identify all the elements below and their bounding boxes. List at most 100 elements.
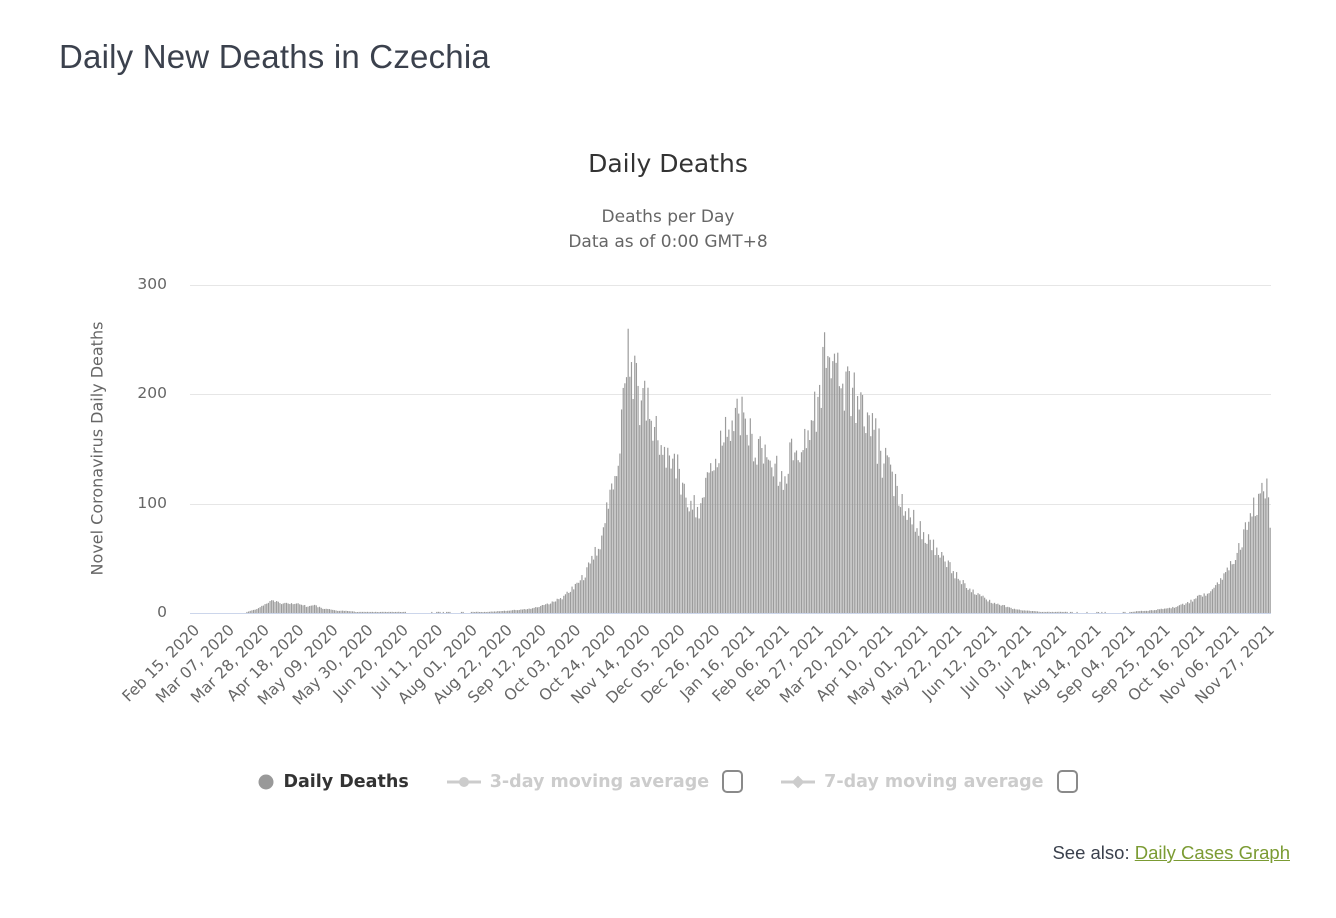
bar[interactable] bbox=[1162, 609, 1164, 613]
bar[interactable] bbox=[878, 428, 880, 613]
bar[interactable] bbox=[277, 601, 279, 613]
bar[interactable] bbox=[294, 603, 296, 613]
bar[interactable] bbox=[1045, 611, 1047, 613]
bar[interactable] bbox=[335, 610, 337, 613]
bar[interactable] bbox=[949, 562, 951, 613]
bar[interactable] bbox=[561, 599, 563, 613]
bar[interactable] bbox=[484, 611, 486, 613]
bar[interactable] bbox=[957, 578, 959, 613]
bar[interactable] bbox=[748, 445, 750, 613]
bar[interactable] bbox=[807, 430, 809, 613]
bar[interactable] bbox=[606, 502, 608, 613]
bar[interactable] bbox=[746, 434, 748, 613]
bar[interactable] bbox=[272, 600, 274, 613]
bar[interactable] bbox=[498, 611, 501, 613]
bar[interactable] bbox=[254, 609, 256, 613]
bar[interactable] bbox=[480, 611, 482, 613]
bar[interactable] bbox=[1134, 611, 1136, 613]
bar[interactable] bbox=[673, 453, 675, 613]
bar[interactable] bbox=[1172, 606, 1174, 613]
legend-checkbox[interactable] bbox=[1056, 770, 1078, 793]
bar[interactable] bbox=[350, 611, 352, 613]
bar[interactable] bbox=[269, 601, 271, 613]
bar[interactable] bbox=[538, 607, 540, 613]
bar[interactable] bbox=[323, 608, 326, 613]
bar[interactable] bbox=[720, 430, 722, 613]
bar[interactable] bbox=[658, 454, 661, 613]
bar[interactable] bbox=[733, 431, 735, 613]
bar[interactable] bbox=[558, 599, 560, 613]
bar[interactable] bbox=[880, 450, 882, 613]
bar[interactable] bbox=[644, 380, 646, 613]
bar[interactable] bbox=[1144, 610, 1146, 613]
bar[interactable] bbox=[1069, 611, 1072, 613]
bar[interactable] bbox=[901, 494, 903, 613]
bar[interactable] bbox=[838, 386, 841, 613]
bar[interactable] bbox=[772, 476, 775, 613]
bar[interactable] bbox=[871, 413, 874, 613]
bar[interactable] bbox=[355, 612, 357, 613]
bar[interactable] bbox=[1157, 609, 1159, 613]
bar[interactable] bbox=[383, 611, 385, 613]
bar[interactable] bbox=[863, 426, 865, 613]
bar[interactable] bbox=[1200, 595, 1202, 613]
bar[interactable] bbox=[1041, 611, 1044, 613]
bar[interactable] bbox=[723, 442, 725, 613]
bar[interactable] bbox=[716, 467, 718, 613]
bar[interactable] bbox=[333, 610, 335, 613]
bar[interactable] bbox=[345, 610, 347, 613]
bar[interactable] bbox=[597, 548, 600, 613]
bar[interactable] bbox=[1139, 611, 1141, 613]
bar[interactable] bbox=[852, 387, 854, 613]
bar[interactable] bbox=[703, 497, 705, 613]
bar[interactable] bbox=[513, 609, 515, 613]
bar[interactable] bbox=[718, 463, 720, 613]
bar[interactable] bbox=[979, 594, 981, 613]
bar[interactable] bbox=[462, 611, 464, 613]
bar[interactable] bbox=[896, 485, 898, 613]
bar[interactable] bbox=[967, 589, 969, 613]
bar[interactable] bbox=[761, 448, 763, 613]
bar[interactable] bbox=[998, 604, 1001, 613]
bar[interactable] bbox=[1246, 529, 1248, 613]
bar[interactable] bbox=[437, 611, 439, 613]
bar[interactable] bbox=[766, 457, 768, 613]
bar[interactable] bbox=[802, 450, 804, 613]
bar[interactable] bbox=[960, 584, 963, 613]
bar[interactable] bbox=[574, 583, 576, 613]
bar[interactable] bbox=[535, 607, 537, 613]
bar[interactable] bbox=[675, 478, 677, 613]
bar[interactable] bbox=[276, 601, 278, 613]
bar[interactable] bbox=[739, 435, 741, 613]
bar[interactable] bbox=[876, 463, 878, 613]
bar[interactable] bbox=[384, 611, 387, 613]
bar[interactable] bbox=[1233, 563, 1235, 613]
bar[interactable] bbox=[787, 473, 789, 613]
bar[interactable] bbox=[856, 396, 859, 613]
bar[interactable] bbox=[908, 508, 910, 613]
bar[interactable] bbox=[1097, 612, 1100, 613]
bar[interactable] bbox=[446, 611, 448, 613]
bar[interactable] bbox=[1076, 611, 1078, 613]
bar[interactable] bbox=[800, 452, 803, 613]
bar[interactable] bbox=[1096, 611, 1098, 613]
bar[interactable] bbox=[449, 611, 451, 613]
bar[interactable] bbox=[1038, 611, 1040, 613]
bar[interactable] bbox=[959, 580, 961, 613]
bar[interactable] bbox=[715, 458, 717, 613]
legend-item-daily-deaths[interactable]: Daily Deaths bbox=[258, 772, 409, 792]
bar[interactable] bbox=[526, 609, 529, 613]
bar[interactable] bbox=[591, 555, 593, 613]
bar[interactable] bbox=[1206, 593, 1209, 613]
bar[interactable] bbox=[307, 606, 309, 613]
bar[interactable] bbox=[891, 471, 893, 613]
bar[interactable] bbox=[1215, 585, 1217, 613]
legend-checkbox[interactable] bbox=[722, 770, 744, 793]
bar[interactable] bbox=[1239, 549, 1242, 613]
bar[interactable] bbox=[1137, 611, 1139, 613]
bar[interactable] bbox=[881, 477, 883, 613]
bar[interactable] bbox=[947, 560, 949, 613]
bar[interactable] bbox=[650, 420, 652, 613]
bar[interactable] bbox=[1101, 611, 1103, 613]
bar[interactable] bbox=[251, 610, 253, 613]
